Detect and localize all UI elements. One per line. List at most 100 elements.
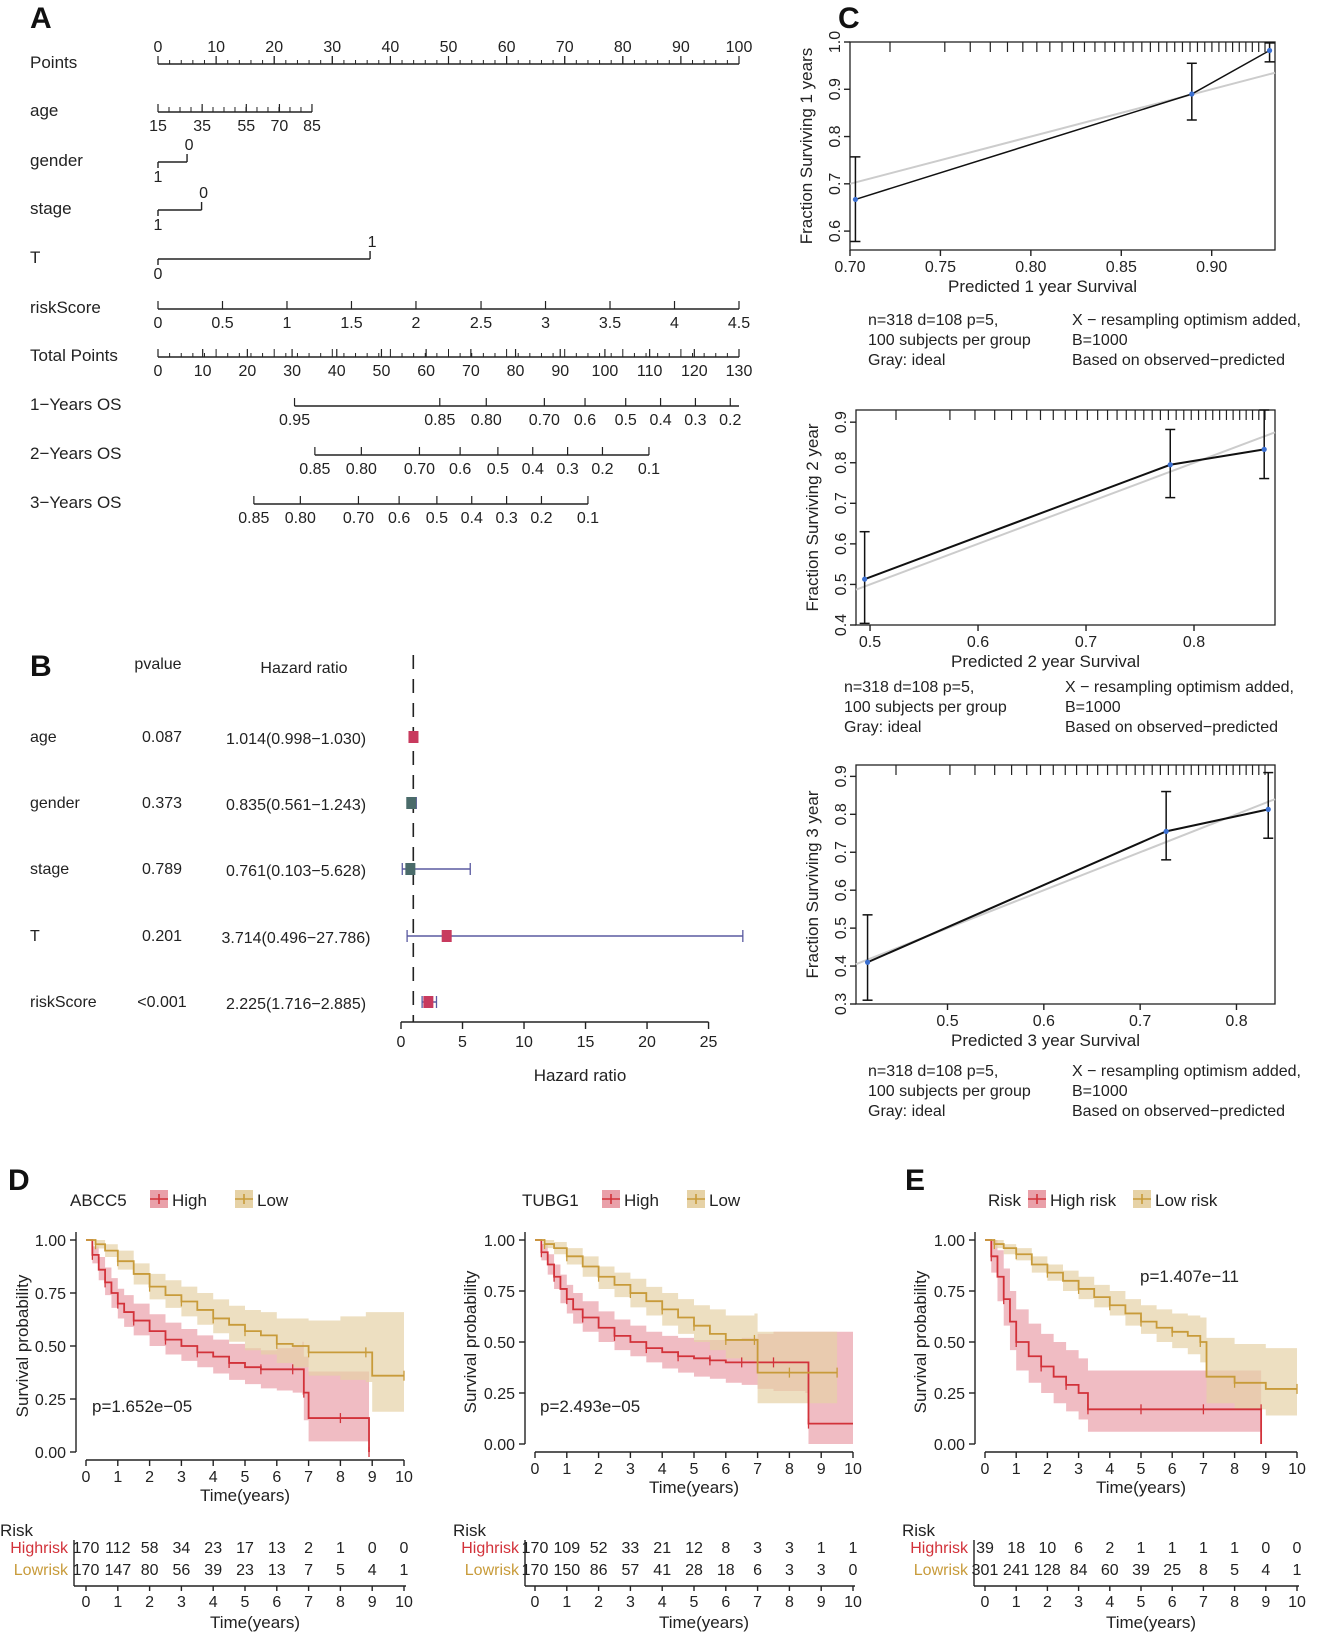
km-x-tick-label: 10 [395, 1469, 413, 1486]
forest-hr-text: 0.761(0.103−5.628) [226, 863, 366, 880]
nomogram-tick-label: 0.85 [424, 412, 455, 429]
forest-hr-marker [406, 797, 417, 809]
risk-table-tick-label: 3 [177, 1594, 186, 1611]
forest-hr-text: 1.014(0.998−1.030) [226, 731, 366, 748]
calib-y-tick-label: 0.7 [827, 173, 844, 195]
risk-table-value: 109 [553, 1540, 580, 1557]
risk-table-value: 28 [685, 1562, 703, 1579]
nomogram-tick-label: 0.5 [615, 412, 637, 429]
risk-table-value: 58 [141, 1540, 159, 1557]
calib-note: Gray: ideal [844, 719, 921, 736]
nomogram-label-4: T [30, 248, 40, 267]
calib-note: 100 subjects per group [868, 332, 1031, 349]
nomogram-tick-label: 3 [541, 315, 550, 332]
km-y-tick-label: 1.00 [934, 1233, 965, 1250]
km-legend-label: Low risk [1155, 1191, 1218, 1210]
km-y-tick-label: 0.50 [934, 1335, 965, 1352]
nomogram-tick-label: 70 [271, 118, 289, 135]
calib-x-tick-label: 0.70 [834, 259, 865, 276]
calib-x-tick-label: 0.8 [1225, 1013, 1247, 1030]
risk-table-value: 0 [849, 1562, 858, 1579]
risk-table-tick-label: 8 [336, 1594, 345, 1611]
nomogram-tick-label: 20 [265, 39, 283, 56]
km-x-tick-label: 4 [658, 1461, 667, 1478]
km-x-tick-label: 7 [304, 1469, 313, 1486]
nomogram-tick-label: 3.5 [599, 315, 621, 332]
km-x-tick-label: 3 [177, 1469, 186, 1486]
calib-note: B=1000 [1072, 1083, 1128, 1100]
km-legend-title: TUBG1 [522, 1191, 579, 1210]
risk-table-value: 2 [304, 1540, 313, 1557]
risk-table-tick-label: 8 [1230, 1594, 1239, 1611]
forest-x-tick-label: 5 [458, 1034, 467, 1051]
nomogram-tick-label: 35 [193, 118, 211, 135]
risk-table-value: 39 [204, 1562, 222, 1579]
calib-y-tick-label: 0.8 [833, 452, 850, 474]
km-legend-title: Risk [988, 1191, 1022, 1210]
risk-table-value: 1 [1293, 1562, 1302, 1579]
nomogram-tick-label: 0.4 [522, 461, 544, 478]
risk-table-title: Risk [0, 1521, 34, 1540]
km-y-tick-label: 0.75 [934, 1284, 965, 1301]
risk-table-value: 8 [721, 1540, 730, 1557]
calib-note: Gray: ideal [868, 1103, 945, 1120]
calib-ideal-line [849, 71, 1276, 185]
km-x-tick-label: 6 [721, 1461, 730, 1478]
km-y-tick-label: 0.25 [35, 1392, 66, 1409]
nomogram-tick-label: 1 [154, 169, 163, 186]
risk-table-value: 80 [141, 1562, 159, 1579]
calib-y-tick-label: 0.4 [833, 955, 850, 977]
risk-table-tick-label: 10 [1288, 1594, 1306, 1611]
risk-table-value: 10 [1039, 1540, 1057, 1557]
risk-table-tick-label: 9 [368, 1594, 377, 1611]
nomogram-tick-label: 4.5 [728, 315, 750, 332]
risk-table-value: 150 [553, 1562, 580, 1579]
km-x-tick-label: 1 [1012, 1461, 1021, 1478]
risk-table-value: 0 [1293, 1540, 1302, 1557]
risk-table-value: 52 [590, 1540, 608, 1557]
risk-table-x-label: Time(years) [210, 1613, 300, 1632]
calib-x-tick-label: 0.80 [1015, 259, 1046, 276]
calib-note: X − resampling optimism added, [1072, 312, 1301, 329]
nomogram-tick-label: 30 [283, 363, 301, 380]
risk-table-value: 1 [1230, 1540, 1239, 1557]
km-y-tick-label: 0.00 [35, 1445, 66, 1462]
risk-table-tick-label: 10 [395, 1594, 413, 1611]
calib-note: 100 subjects per group [844, 699, 1007, 716]
km-curve-0 [535, 1239, 853, 1425]
nomogram-tick-label: 100 [592, 363, 619, 380]
calib-y-label: Fraction Surviving 3 year [803, 790, 822, 978]
risk-table-x-label: Time(years) [659, 1613, 749, 1632]
risk-table-value: 5 [1230, 1562, 1239, 1579]
calib-x-tick-label: 0.90 [1196, 259, 1227, 276]
risk-table-value: 170 [522, 1540, 549, 1557]
nomogram-tick-label: 0.2 [530, 510, 552, 527]
nomogram-tick-label: 70 [556, 39, 574, 56]
calib-plot-frame [855, 764, 1276, 1005]
calib-y-tick-label: 0.6 [833, 533, 850, 555]
km-curve-0 [985, 1239, 1263, 1444]
km-y-tick-label: 0.25 [934, 1386, 965, 1403]
km-y-tick-label: 0.50 [35, 1339, 66, 1356]
risk-table-value: 23 [204, 1540, 222, 1557]
nomogram-label-8: 2−Years OS [30, 444, 122, 463]
calib-x-label: Predicted 2 year Survival [951, 652, 1140, 671]
nomogram-tick-label: 0.70 [529, 412, 560, 429]
km-confidence-band-0 [86, 1240, 370, 1442]
calib-note: n=318 d=108 p=5, [844, 679, 974, 696]
calib-note: X − resampling optimism added, [1072, 1063, 1301, 1080]
calib-y-tick-label: 0.5 [833, 917, 850, 939]
calib-note: Based on observed−predicted [1065, 719, 1278, 736]
km-legend-label: Low [257, 1191, 289, 1210]
calib-point [1189, 91, 1195, 97]
calib-ideal-line [855, 431, 1276, 591]
nomogram-tick-label: 1.5 [340, 315, 362, 332]
nomogram-tick-label: 100 [726, 39, 753, 56]
risk-table-tick-label: 4 [658, 1594, 667, 1611]
risk-table-value: 1 [817, 1540, 826, 1557]
forest-hr-text: 2.225(1.716−2.885) [226, 996, 366, 1013]
forest-hr-marker [408, 731, 419, 743]
risk-table-title: Risk [902, 1521, 936, 1540]
calib-note: B=1000 [1072, 332, 1128, 349]
